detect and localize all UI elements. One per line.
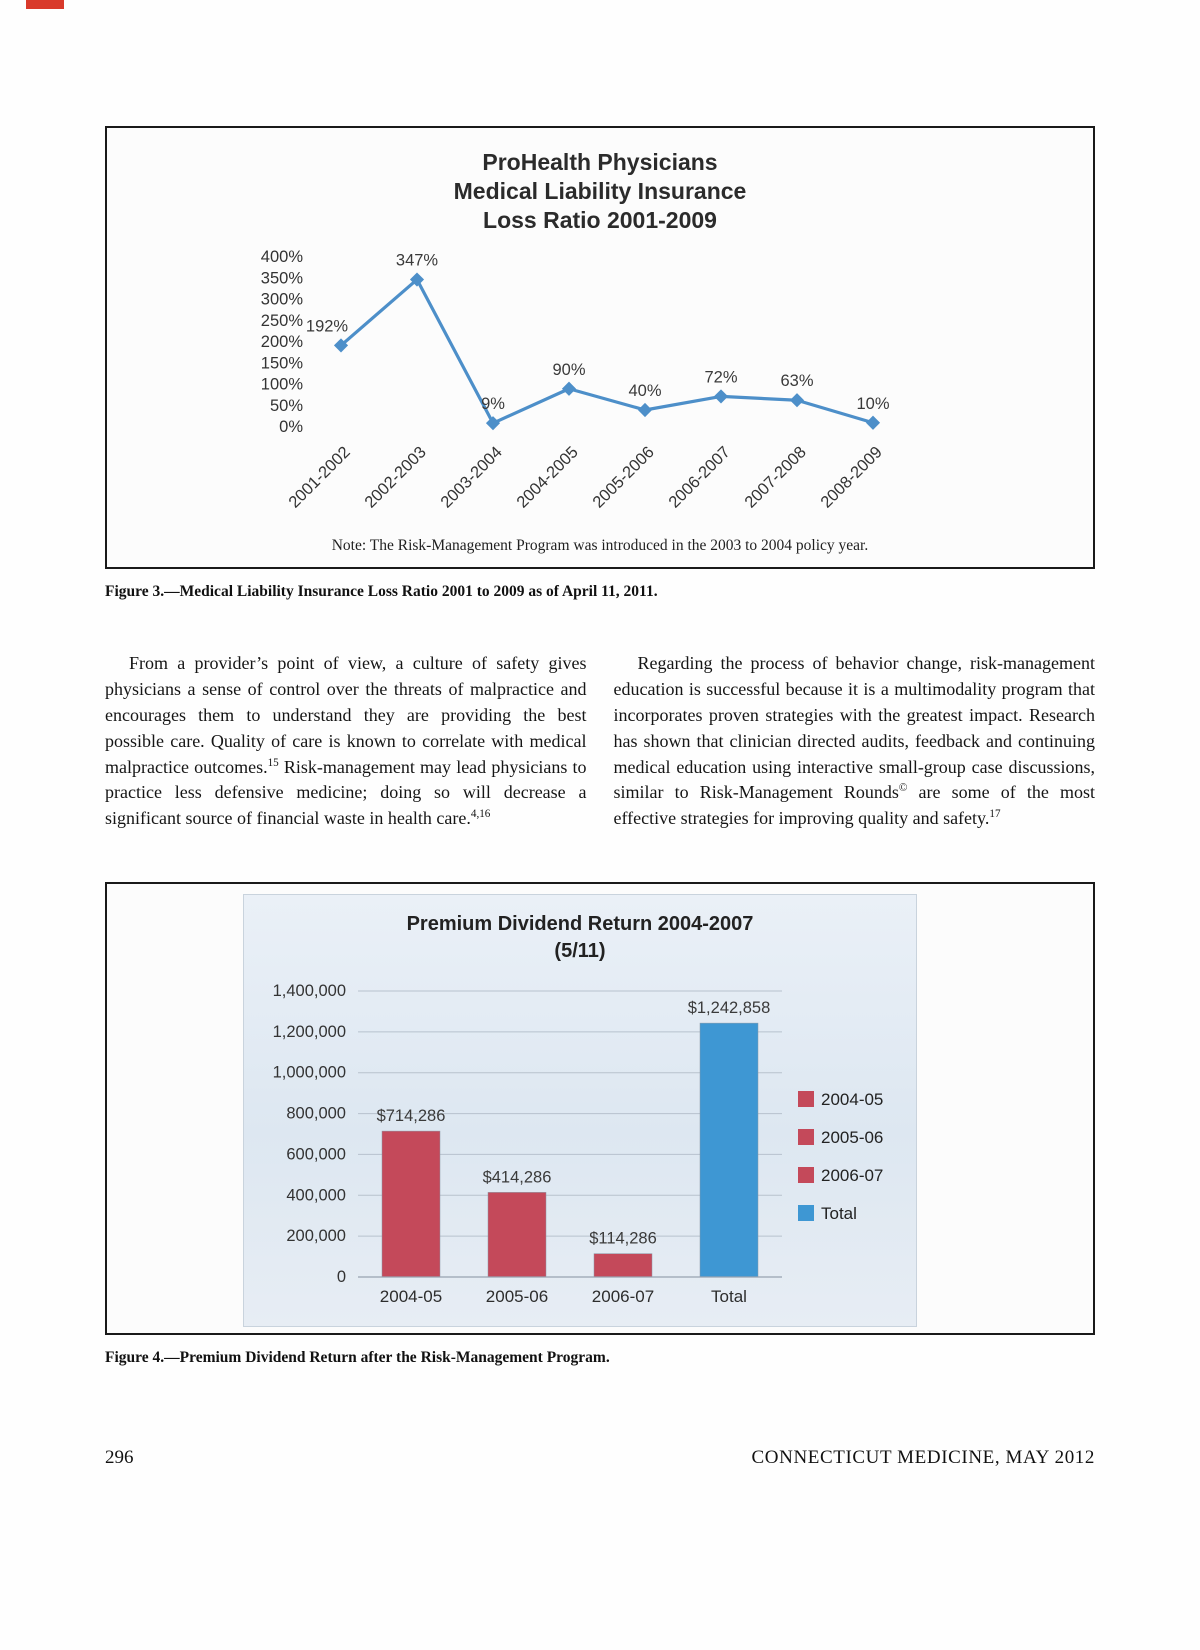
y-tick-label: 600,000: [286, 1146, 346, 1164]
loss-ratio-title-line3: Loss Ratio 2001-2009: [483, 206, 717, 233]
legend-label: Total: [821, 1204, 857, 1223]
data-point-marker: [713, 389, 729, 404]
figure3-box: ProHealth Physicians Medical Liability I…: [105, 126, 1095, 569]
legend-swatch: [798, 1167, 814, 1184]
x-axis-label: 2007-2008: [741, 443, 810, 512]
data-point-label: 90%: [552, 361, 585, 379]
data-point-marker: [409, 272, 425, 287]
y-tick-label: 1,000,000: [273, 1064, 346, 1082]
x-axis-label: Total: [711, 1287, 747, 1306]
data-point-marker: [333, 338, 349, 353]
y-tick-label: 0: [337, 1268, 346, 1286]
loss-ratio-line: [339, 277, 874, 425]
page-footer: 296 CONNECTICUT MEDICINE, MAY 2012: [105, 1447, 1095, 1469]
y-tick-label: 150%: [261, 354, 304, 372]
data-point-label: 10%: [856, 395, 889, 413]
x-axis-label: 2006-2007: [665, 443, 734, 512]
y-tick-label: 400,000: [286, 1187, 346, 1205]
loss-ratio-chart-title: ProHealth Physicians Medical Liability I…: [107, 148, 1093, 235]
data-point-label: 40%: [628, 382, 661, 400]
scan-corner-mark: [26, 0, 64, 9]
bar: [699, 1023, 759, 1278]
legend-label: 2005-06: [821, 1128, 883, 1147]
dividend-chart-title: Premium Dividend Return 2004-2007 (5/11): [244, 911, 916, 965]
loss-ratio-title-line1: ProHealth Physicians: [482, 149, 718, 175]
data-point-label: 192%: [306, 317, 349, 335]
loss-ratio-chart-note: Note: The Risk-Management Program was in…: [331, 536, 869, 554]
legend-swatch: [798, 1129, 814, 1146]
journal-name: CONNECTICUT MEDICINE, MAY 2012: [751, 1447, 1095, 1469]
dividend-title-line1: Premium Dividend Return 2004-2007: [406, 913, 754, 936]
data-point-marker: [789, 393, 805, 408]
data-point-marker: [865, 415, 881, 430]
data-point-marker: [637, 402, 653, 417]
y-tick-label: 400%: [261, 248, 304, 266]
x-axis-label: 2006-07: [592, 1287, 654, 1306]
y-tick-label: 1,200,000: [273, 1023, 346, 1041]
y-tick-label: 200%: [261, 333, 304, 351]
y-tick-label: 300%: [261, 290, 304, 308]
data-point-label: 72%: [704, 368, 737, 386]
loss-ratio-chart-svg: 0% 50% 100% 150% 200% 250% 300% 350% 400% 192% 347…: [261, 248, 890, 512]
x-axis-label: 2008-2009: [817, 443, 886, 512]
legend-swatch: [798, 1091, 814, 1108]
y-tick-label: 100%: [261, 375, 304, 393]
left-column-paragraph: From a provider’s point of view, a cultu…: [105, 652, 587, 829]
body-text: From a provider’s point of view, a cultu…: [105, 651, 1095, 832]
x-axis-label: 2004-05: [380, 1287, 442, 1306]
y-tick-label: 200,000: [286, 1227, 346, 1245]
data-point-label: 347%: [396, 251, 439, 269]
y-tick-label: 50%: [270, 397, 303, 415]
bar-value-label: $114,286: [589, 1230, 657, 1248]
bar: [593, 1253, 653, 1278]
data-point-label: 9%: [481, 395, 505, 413]
bar-value-label: $714,286: [377, 1107, 446, 1125]
y-tick-label: 250%: [261, 312, 304, 330]
loss-ratio-title-line2: Medical Liability Insurance: [453, 177, 747, 204]
bar-value-label: $1,242,858: [688, 999, 771, 1017]
x-axis-label: 2004-2005: [513, 443, 582, 512]
data-point-marker: [485, 416, 501, 431]
y-tick-label: 800,000: [286, 1105, 346, 1123]
figure4-box: Premium Dividend Return 2004-2007 (5/11)…: [105, 882, 1095, 1336]
data-point-label: 63%: [780, 372, 813, 390]
right-column-paragraph: Regarding the process of behavior change…: [613, 652, 1096, 829]
y-tick-label: 350%: [261, 269, 304, 287]
legend-swatch: [798, 1205, 814, 1222]
legend-label: 2006-07: [821, 1166, 883, 1185]
data-point-marker: [561, 381, 577, 396]
bar: [381, 1131, 441, 1278]
figure4-caption: Figure 4.—Premium Dividend Return after …: [105, 1349, 610, 1367]
x-axis-label: 2003-2004: [437, 443, 506, 512]
page-number: 296: [105, 1447, 134, 1469]
y-tick-label: 1,400,000: [273, 982, 346, 1000]
figure3-caption: Figure 3.—Medical Liability Insurance Lo…: [105, 582, 658, 600]
x-axis-label: 2001-2002: [285, 443, 354, 512]
x-axis-label: 2002-2003: [361, 443, 430, 512]
dividend-chart-panel: Premium Dividend Return 2004-2007 (5/11)…: [243, 894, 917, 1328]
bar-value-label: $414,286: [483, 1169, 552, 1187]
dividend-title-line2: (5/11): [554, 940, 606, 963]
bar: [487, 1192, 547, 1278]
y-tick-label: 0%: [279, 418, 303, 436]
dividend-chart-svg: 0 200,000 400,000 600,000 800,000 1,000,000 1,…: [273, 982, 884, 1306]
legend-label: 2004-05: [821, 1090, 883, 1109]
x-axis-label: 2005-06: [486, 1287, 548, 1306]
x-axis-label: 2005-2006: [589, 443, 658, 512]
